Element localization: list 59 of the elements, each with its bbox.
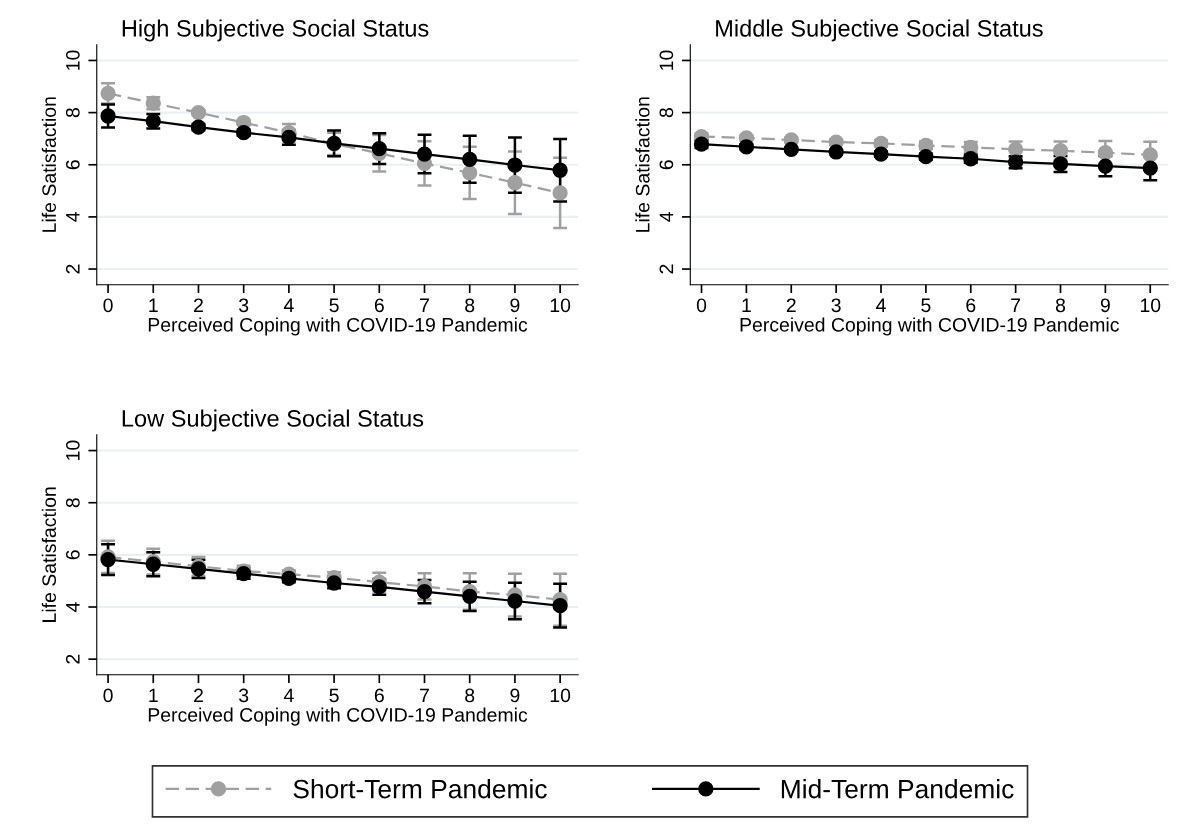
x-tick-label: 4 xyxy=(283,688,294,703)
x-tick-label: 1 xyxy=(742,298,751,312)
y-tick-label: 4 xyxy=(66,212,80,222)
y-axis-title: Life Satisfaction xyxy=(635,97,650,232)
x-tick-label: 0 xyxy=(103,688,113,703)
x-tick-label: 9 xyxy=(510,688,520,703)
y-tick-label: 2 xyxy=(659,264,674,274)
x-tick-label: 2 xyxy=(194,298,203,312)
y-axis-title: Life Satisfaction xyxy=(41,487,57,622)
x-tick-label: 5 xyxy=(329,688,339,703)
x-tick-label: 0 xyxy=(696,298,707,313)
chart-title: Low Subjective Social Status xyxy=(122,409,424,432)
chart-title: High Subjective Social Status xyxy=(122,19,429,42)
x-axis-title: Perceived Coping with COVID-19 Pandemic xyxy=(148,707,528,726)
x-axis-title: Perceived Coping with COVID-19 Pandemic xyxy=(148,317,528,336)
legend-label: Mid-Term Pandemic xyxy=(781,779,1014,799)
x-tick-label: 5 xyxy=(329,298,339,313)
x-tick-label: 3 xyxy=(831,298,841,313)
chart-title: Middle Subjective Social Status xyxy=(716,19,1043,42)
y-tick-label: 10 xyxy=(659,50,674,70)
x-tick-label: 1 xyxy=(149,298,158,312)
x-tick-label: 9 xyxy=(510,298,520,313)
x-tick-label: 8 xyxy=(465,298,475,313)
y-tick-label: 6 xyxy=(65,160,80,170)
y-tick-label: 6 xyxy=(659,160,674,170)
y-tick-label: 2 xyxy=(65,264,80,274)
y-tick-label: 8 xyxy=(659,108,674,118)
x-tick-label: 10 xyxy=(550,688,571,703)
x-tick-label: 7 xyxy=(420,298,429,312)
x-tick-label: 1 xyxy=(149,688,158,703)
x-tick-label: 7 xyxy=(420,688,429,703)
x-tick-label: 10 xyxy=(550,298,571,313)
x-tick-label: 0 xyxy=(103,298,113,313)
x-tick-label: 2 xyxy=(194,688,203,703)
x-tick-label: 4 xyxy=(283,298,294,312)
y-tick-label: 10 xyxy=(65,50,80,70)
x-tick-label: 9 xyxy=(1100,298,1110,313)
x-axis-title: Perceived Coping with COVID-19 Pandemic xyxy=(740,317,1119,336)
x-tick-label: 10 xyxy=(1140,298,1161,313)
y-tick-label: 2 xyxy=(65,654,80,664)
x-tick-label: 6 xyxy=(374,298,384,313)
y-axis-title: Life Satisfaction xyxy=(41,97,57,232)
x-tick-label: 5 xyxy=(921,298,931,313)
legend-label: Short-Term Pandemic xyxy=(293,779,547,799)
y-tick-label: 8 xyxy=(65,108,80,118)
x-tick-label: 4 xyxy=(876,298,886,312)
x-tick-label: 8 xyxy=(465,688,475,703)
x-tick-label: 3 xyxy=(239,688,249,703)
x-tick-label: 2 xyxy=(786,298,796,312)
y-tick-label: 4 xyxy=(659,212,674,222)
y-tick-label: 8 xyxy=(65,498,80,508)
y-tick-label: 6 xyxy=(65,550,80,560)
x-tick-label: 3 xyxy=(239,298,249,313)
x-tick-label: 6 xyxy=(374,688,384,703)
x-tick-label: 8 xyxy=(1055,298,1066,313)
x-tick-label: 7 xyxy=(1011,298,1021,312)
x-tick-label: 6 xyxy=(966,298,976,313)
y-tick-label: 10 xyxy=(65,440,80,460)
y-tick-label: 4 xyxy=(66,602,80,612)
